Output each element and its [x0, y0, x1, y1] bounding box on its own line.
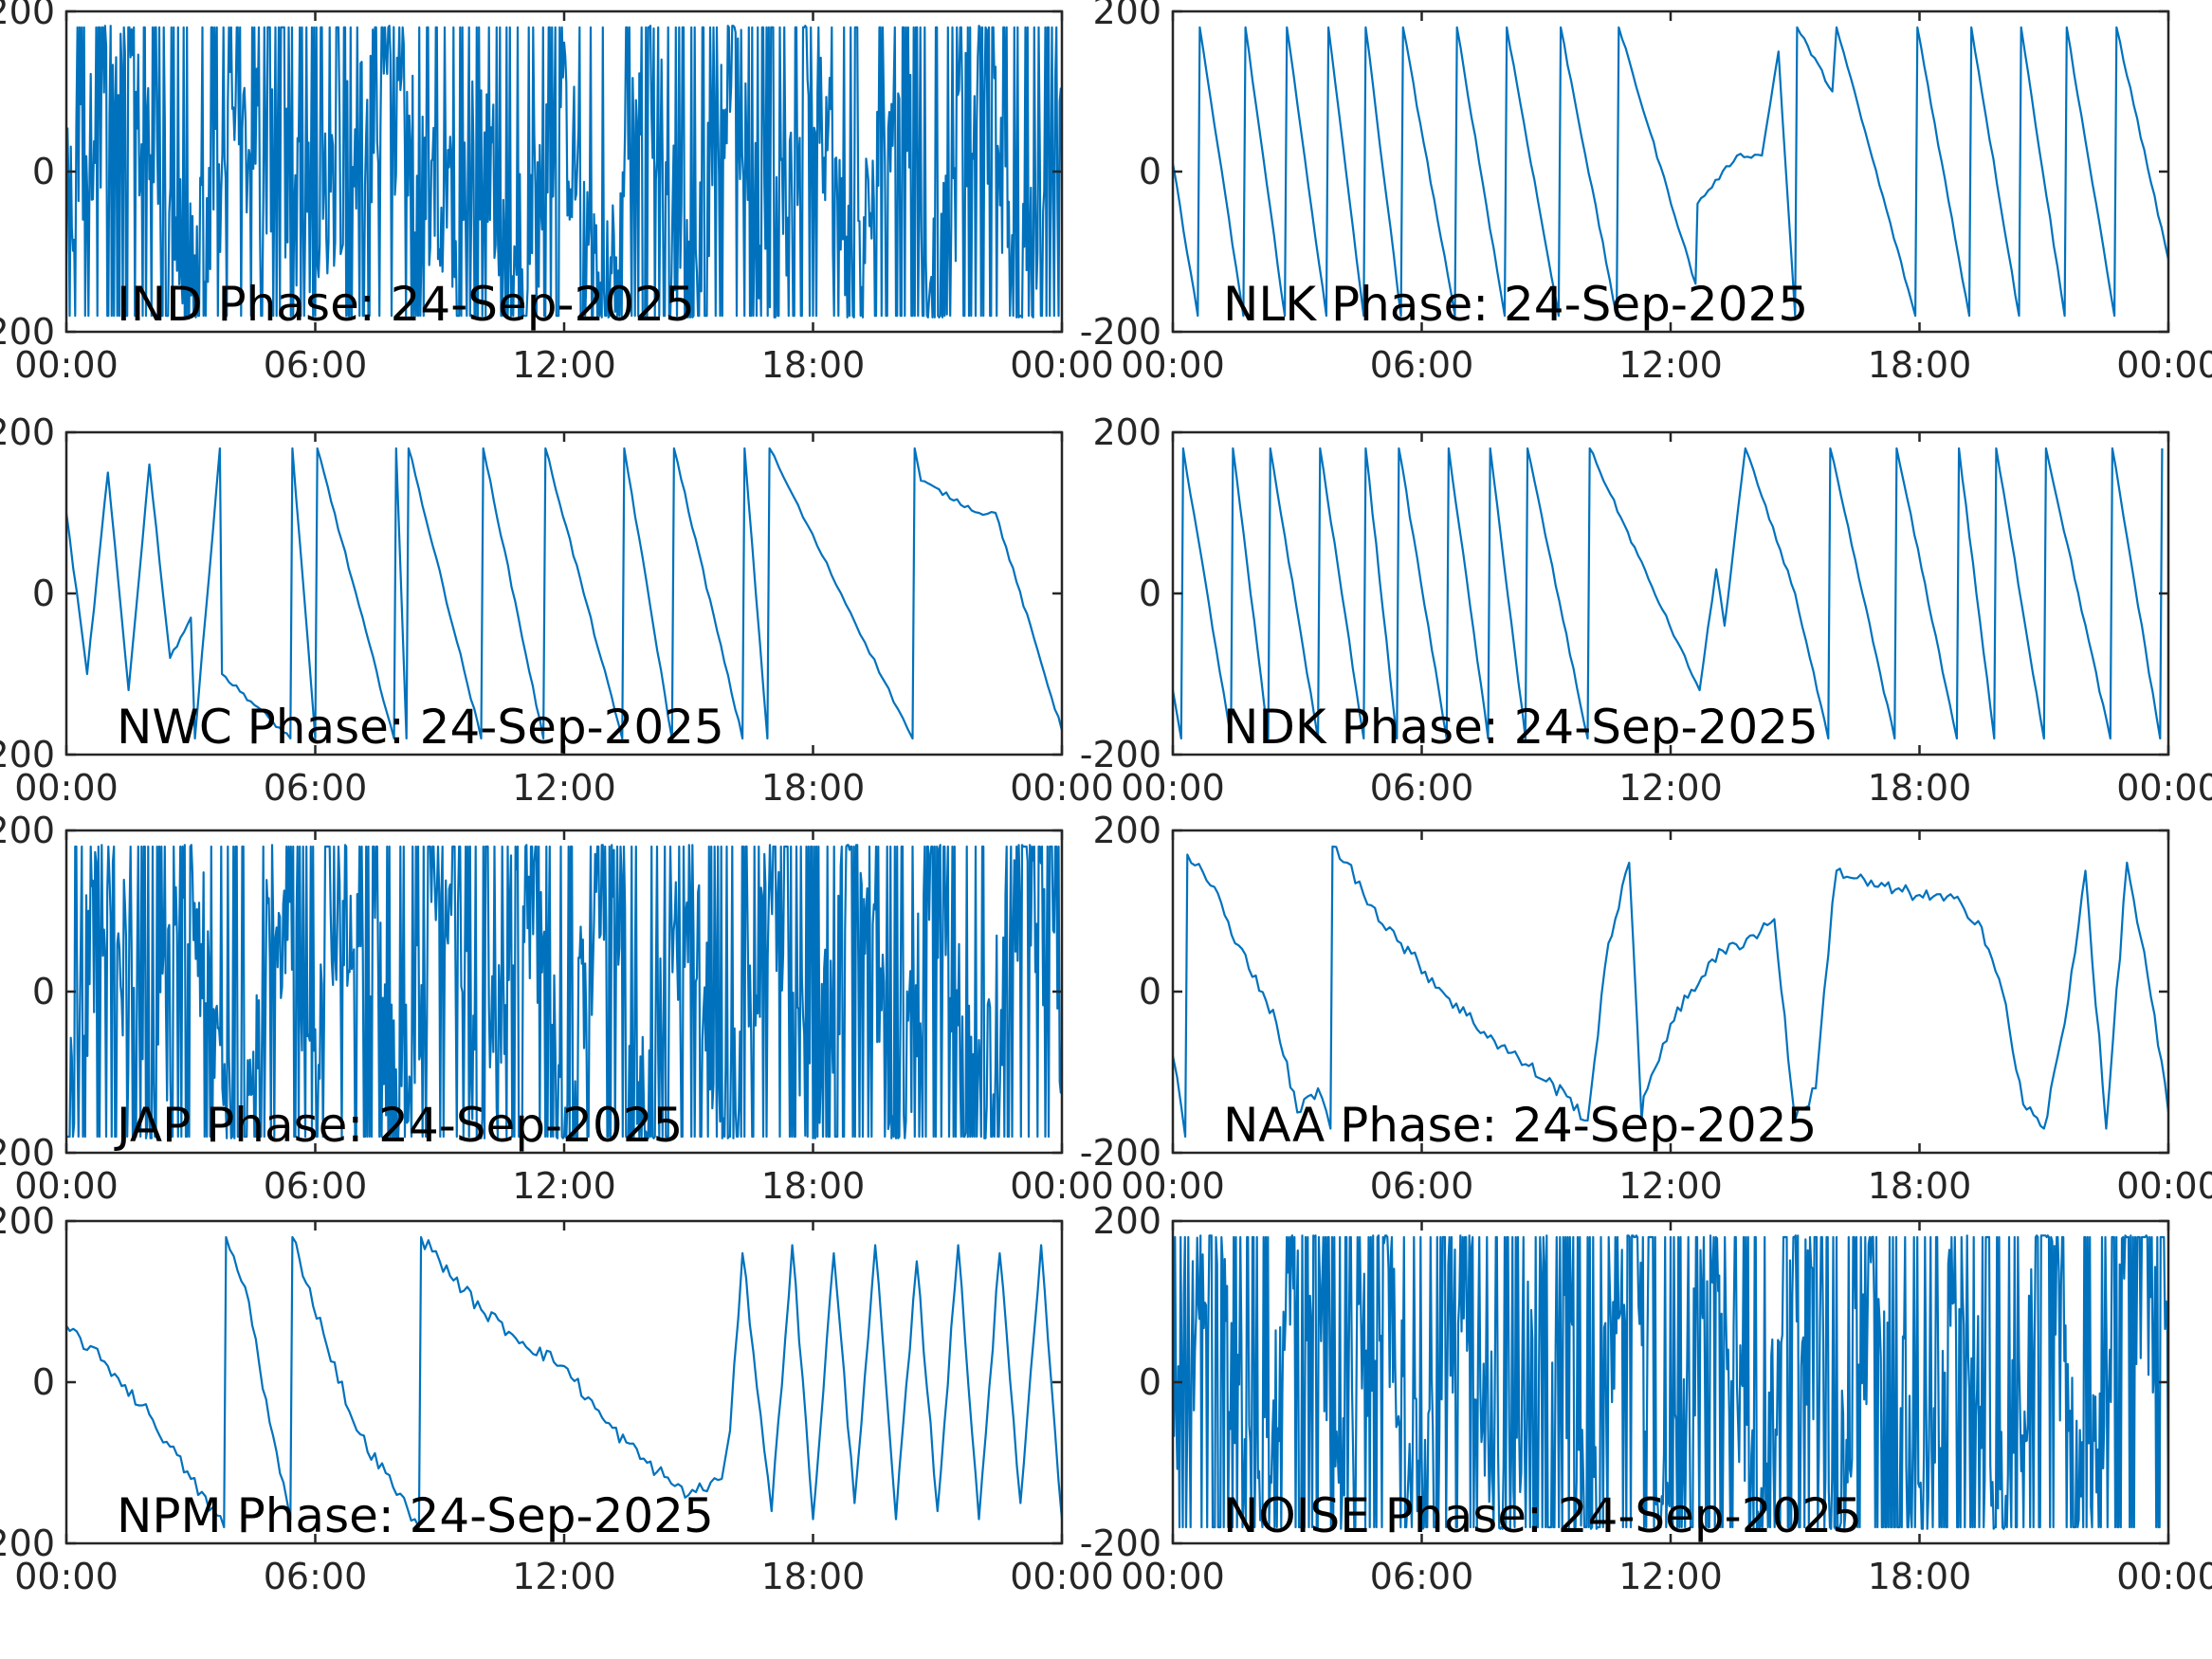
- y-tick-label: 200: [0, 0, 55, 32]
- x-tick-label: 06:00: [1370, 1165, 1474, 1207]
- x-tick-label: 00:00: [1010, 1556, 1114, 1597]
- x-tick-label: 00:00: [1010, 344, 1114, 386]
- x-tick-label: 18:00: [761, 1556, 866, 1597]
- x-tick-label: 12:00: [1618, 344, 1723, 386]
- x-tick-label: 12:00: [512, 1556, 616, 1597]
- series-line-naa: [1173, 845, 2168, 1139]
- y-tick-label: 0: [32, 1361, 55, 1403]
- panel-label: NAA Phase: 24-Sep-2025: [1223, 1098, 1817, 1153]
- x-tick-label: 12:00: [1618, 767, 1723, 809]
- panel-label: JAP Phase: 24-Sep-2025: [114, 1098, 683, 1153]
- series-line-npm: [66, 1235, 1062, 1529]
- series-line-ind: [66, 25, 1062, 319]
- x-tick-label: 06:00: [264, 1165, 368, 1207]
- y-tick-label: 0: [32, 971, 55, 1012]
- x-tick-label: 06:00: [1370, 767, 1474, 809]
- x-tick-label: 06:00: [264, 344, 368, 386]
- x-tick-label: 06:00: [1370, 344, 1474, 386]
- series-line-noise: [1173, 1234, 2168, 1530]
- panel-label: NPM Phase: 24-Sep-2025: [117, 1488, 714, 1543]
- x-tick-label: 00:00: [1121, 344, 1225, 386]
- x-tick-label: 00:00: [2116, 1165, 2212, 1207]
- y-tick-label: 0: [32, 151, 55, 192]
- x-tick-label: 18:00: [761, 1165, 866, 1207]
- x-tick-label: 18:00: [1868, 1165, 1972, 1207]
- x-tick-label: 00:00: [1010, 1165, 1114, 1207]
- x-tick-label: 00:00: [14, 1556, 119, 1597]
- y-tick-label: -200: [0, 1132, 55, 1174]
- panel-label: NWC Phase: 24-Sep-2025: [117, 700, 724, 755]
- y-tick-label: 0: [32, 573, 55, 614]
- panel-label: NLK Phase: 24-Sep-2025: [1223, 277, 1808, 332]
- y-tick-label: 0: [1139, 1361, 1161, 1403]
- y-tick-label: -200: [0, 734, 55, 775]
- y-tick-label: -200: [1080, 311, 1161, 353]
- y-tick-label: 200: [1092, 1200, 1161, 1242]
- x-tick-label: 18:00: [1868, 767, 1972, 809]
- y-tick-label: 0: [1139, 971, 1161, 1012]
- x-tick-label: 18:00: [1868, 1556, 1972, 1597]
- y-tick-label: 0: [1139, 151, 1161, 192]
- x-tick-label: 12:00: [512, 344, 616, 386]
- y-tick-label: 200: [0, 810, 55, 851]
- y-tick-label: -200: [1080, 734, 1161, 775]
- panel-label: NOISE Phase: 24-Sep-2025: [1223, 1488, 1862, 1543]
- series-line-jap: [66, 844, 1062, 1139]
- x-tick-label: 12:00: [1618, 1165, 1723, 1207]
- x-tick-label: 18:00: [1868, 344, 1972, 386]
- x-tick-label: 06:00: [1370, 1556, 1474, 1597]
- panel-label: NDK Phase: 24-Sep-2025: [1223, 700, 1819, 755]
- x-tick-label: 00:00: [2116, 1556, 2212, 1597]
- series-line-nwc: [66, 447, 1062, 740]
- x-tick-label: 00:00: [14, 344, 119, 386]
- y-tick-label: 200: [1092, 0, 1161, 32]
- x-tick-label: 00:00: [2116, 344, 2212, 386]
- x-tick-label: 18:00: [761, 767, 866, 809]
- y-tick-label: 0: [1139, 573, 1161, 614]
- panel-label: IND Phase: 24-Sep-2025: [117, 277, 695, 332]
- x-tick-label: 12:00: [1618, 1556, 1723, 1597]
- y-tick-label: 200: [1092, 411, 1161, 453]
- x-tick-label: 00:00: [2116, 767, 2212, 809]
- y-tick-label: 200: [1092, 810, 1161, 851]
- x-tick-label: 00:00: [14, 1165, 119, 1207]
- x-tick-label: 00:00: [1121, 1165, 1225, 1207]
- x-tick-label: 12:00: [512, 1165, 616, 1207]
- y-tick-label: -200: [0, 1522, 55, 1564]
- x-tick-label: 06:00: [264, 1556, 368, 1597]
- series-line-ndk: [1173, 447, 2164, 740]
- x-tick-label: 12:00: [512, 767, 616, 809]
- x-tick-label: 00:00: [1121, 1556, 1225, 1597]
- y-tick-label: 200: [0, 1200, 55, 1242]
- x-tick-label: 18:00: [761, 344, 866, 386]
- x-tick-label: 00:00: [1010, 767, 1114, 809]
- y-tick-label: -200: [1080, 1522, 1161, 1564]
- y-tick-label: 200: [0, 411, 55, 453]
- x-tick-label: 06:00: [264, 767, 368, 809]
- series-line-nlk: [1173, 26, 2168, 318]
- x-tick-label: 00:00: [1121, 767, 1225, 809]
- y-tick-label: -200: [1080, 1132, 1161, 1174]
- y-tick-label: -200: [0, 311, 55, 353]
- x-tick-label: 00:00: [14, 767, 119, 809]
